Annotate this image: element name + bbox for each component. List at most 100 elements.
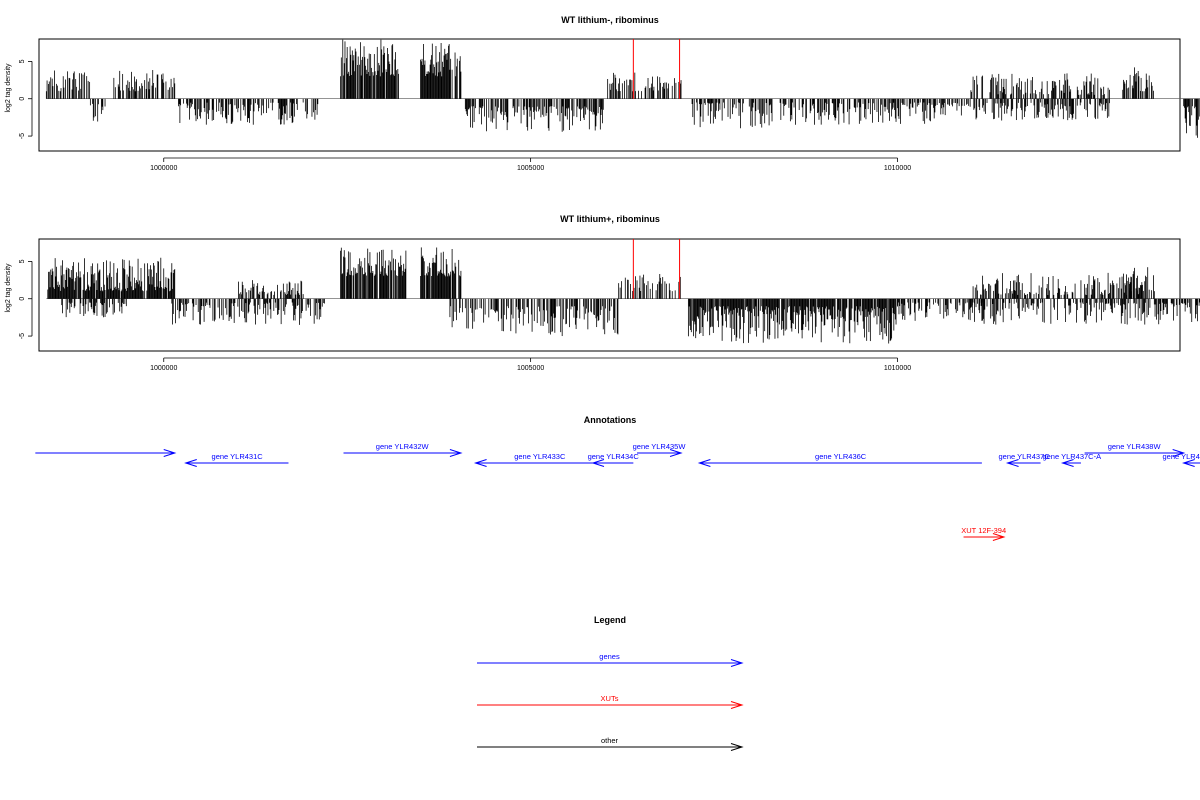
y-axis-lithium-plus: -5 0 5 (19, 259, 33, 339)
gene-arrow: gene YLR432W (343, 442, 463, 457)
legend-item: other (477, 736, 744, 751)
y-tick-label: 5 (19, 59, 26, 63)
track-title-lithium-plus: WT lithium+, ribominus (560, 214, 660, 224)
density-segment (420, 247, 462, 299)
density-segment (973, 98, 1110, 121)
legend-item-head (730, 659, 744, 667)
density-segment (691, 98, 773, 129)
density-segment (607, 72, 682, 99)
density-segment (464, 98, 604, 132)
legend-item-head (730, 743, 744, 751)
gene-arrow-label: gene YLR433C (514, 452, 566, 461)
legend-item-head (730, 701, 744, 709)
track-plot-lithium-minus (45, 39, 1200, 138)
density-segment (779, 98, 971, 125)
x-axis-lithium-minus: 1000000 1005000 1010000 (150, 157, 911, 172)
x-tick-label: 1000000 (150, 165, 177, 172)
legend-item-label: genes (599, 652, 620, 661)
density-segment (340, 39, 399, 99)
y-tick-label: 0 (19, 297, 26, 301)
gene-arrow-head (1060, 459, 1074, 467)
density-segment (45, 70, 91, 99)
gene-arrow-head (184, 459, 197, 467)
gene-arrow-label: gene YLR431C (212, 452, 264, 461)
gene-arrow-label: gene YLR438W (1108, 442, 1162, 451)
gene-arrow-label: gene YLR438C-A (1163, 452, 1200, 461)
gene-arrow-head (591, 459, 605, 467)
gene-arrow: gene YLR436C (697, 452, 982, 467)
gene-arrow: gene YLR438C-A (1163, 452, 1200, 467)
gene-arrow-label: gene YLR432W (376, 442, 430, 451)
y-axis-label-lithium-plus: log2 tag density (5, 263, 12, 313)
y-axis-lithium-minus: -5 0 5 (19, 59, 33, 139)
gene-arrow-label: gene YLR435W (633, 442, 687, 451)
y-tick-label: -5 (19, 133, 26, 139)
legend-item: genes (477, 652, 744, 667)
x-tick-label: 1005000 (517, 365, 544, 372)
track-title-lithium-minus: WT lithium-, ribominus (561, 15, 659, 25)
legend-item-label: other (601, 736, 619, 745)
gene-arrow: gene YLR433C (473, 452, 604, 467)
x-tick-label: 1005000 (517, 165, 544, 172)
gene-arrow-label: gene YLR434C (588, 452, 640, 461)
xut-arrow-head (992, 533, 1006, 541)
gene-arrow: gene YLR435W (633, 442, 687, 457)
legend-items: genes XUTs other (477, 652, 744, 751)
legend-title: Legend (594, 615, 626, 625)
density-segment (178, 98, 319, 125)
annotations-title: Annotations (584, 415, 637, 425)
gene-arrow-head (1005, 459, 1019, 467)
track-panel-lithium-minus: WT lithium-, ribominus log2 tag density … (5, 15, 1200, 172)
gene-arrow-label: gene YLR436C (815, 452, 867, 461)
legend-item: XUTs (477, 694, 744, 709)
xut-arrow: XUT 12F-394 (961, 526, 1006, 541)
gene-arrow-head (697, 459, 711, 467)
legend-panel: Legend genes XUTs other (477, 615, 744, 751)
density-segment (420, 42, 462, 99)
x-tick-label: 1010000 (884, 365, 911, 372)
x-tick-label: 1010000 (884, 165, 911, 172)
density-segment (171, 298, 325, 325)
track-frame-lithium-plus (38, 238, 1181, 352)
density-segment (238, 280, 304, 299)
gene-arrow-head (449, 449, 463, 457)
density-segment (897, 298, 986, 321)
density-segment (618, 273, 681, 299)
xut-arrow-label: XUT 12F-394 (961, 526, 1006, 535)
y-axis-label-lithium-minus: log2 tag density (5, 63, 12, 113)
gene-arrow-head (669, 449, 683, 457)
density-segment (687, 298, 898, 344)
density-segment (340, 247, 407, 299)
gene-arrow-head (1172, 449, 1186, 457)
gene-arrow: gene YLR437C (998, 452, 1050, 467)
gene-arrow (35, 449, 177, 457)
density-segment (47, 257, 176, 299)
gene-arrow-head (473, 459, 487, 467)
gene-arrow-label: gene YLR437C-A (1042, 452, 1101, 461)
gene-arrow: gene YLR431C (184, 452, 289, 467)
track-panel-lithium-plus: WT lithium+, ribominus log2 tag density … (5, 214, 1200, 372)
density-segment (1122, 67, 1154, 99)
y-tick-label: -5 (19, 333, 26, 339)
gene-arrow: gene YLR438W (1084, 442, 1186, 457)
density-segment (972, 272, 1141, 299)
density-segment (61, 298, 127, 318)
x-axis-lithium-plus: 1000000 1005000 1010000 (150, 357, 911, 372)
track-frame-lithium-minus (38, 38, 1181, 152)
density-segment (449, 298, 619, 337)
annotation-arrows: gene YLR431C gene YLR432W gene YLR433C gene… (35, 442, 1200, 541)
density-segment (113, 70, 176, 99)
density-segment (1120, 267, 1155, 299)
gene-arrow-head (1182, 459, 1195, 467)
gene-arrow: gene YLR434C (588, 452, 640, 467)
legend-item-label: XUTs (601, 694, 619, 703)
x-tick-label: 1000000 (150, 365, 177, 372)
density-segment (970, 73, 1110, 99)
track-plot-lithium-plus (46, 239, 1200, 344)
density-segment (970, 298, 1200, 325)
gene-arrow-label: gene YLR437C (998, 452, 1050, 461)
gene-arrow-head (163, 449, 177, 457)
y-tick-label: 0 (19, 97, 26, 101)
gene-arrow: gene YLR437C-A (1042, 452, 1101, 467)
